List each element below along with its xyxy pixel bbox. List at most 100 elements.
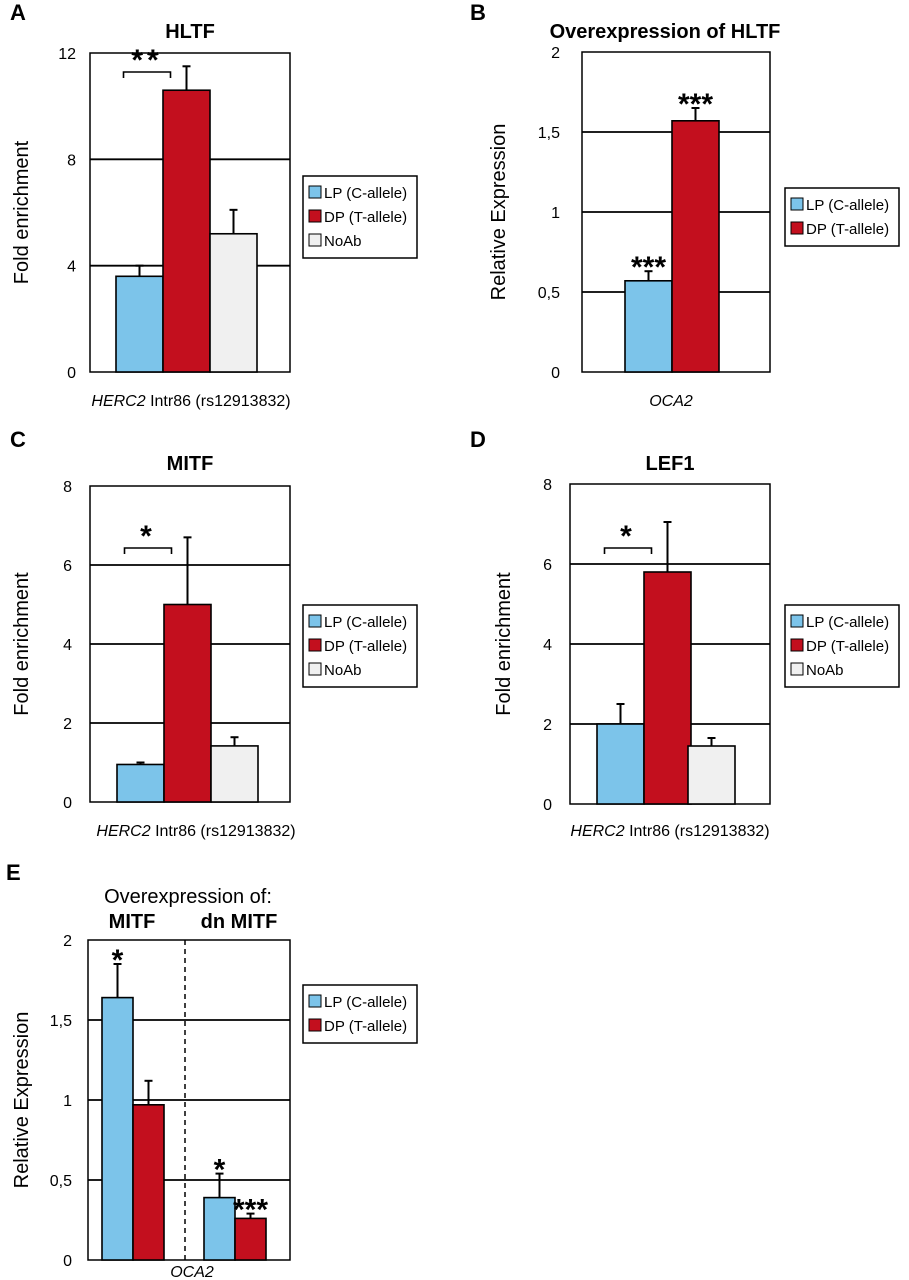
legend-swatch-noab [790,662,804,676]
legend-swatch-dp [308,209,322,223]
bar-dp [234,1217,267,1261]
legend-label: LP (C-allele) [324,185,407,202]
x-axis-label-gene: HERC2 [96,823,150,840]
panel-letter: B [470,0,486,25]
bar-lp [596,723,645,805]
y-axis-label: Relative Expression [488,124,510,301]
y-tick-label: 0 [63,795,72,812]
chart-title: HLTF [165,21,215,43]
bar-dp [643,571,692,805]
bar-dp [163,603,212,803]
legend-swatch-lp [790,614,804,628]
significance-star: * [214,1154,226,1187]
y-tick-label: 6 [543,557,552,574]
y-tick-label: 4 [67,259,76,276]
significance-star: * [140,520,156,553]
significance-star: *** [631,251,666,284]
legend-swatch-noab [308,233,322,247]
y-tick-label: 8 [67,152,76,169]
legend-swatch-dp [308,1018,322,1032]
legend: LP (C-allele) DP (T-allele) NoAb [784,604,900,688]
significance-bracket [122,71,172,78]
bar-dp [132,1104,165,1261]
significance-bracket [603,547,653,554]
bar-lp [116,763,165,803]
legend-swatch-lp [308,185,322,199]
y-tick-label: 1,5 [50,1013,72,1030]
panel-letter: C [10,427,26,452]
chart-title: MITF [167,453,214,475]
legend-swatch-lp [308,994,322,1008]
y-tick-label: 8 [543,477,552,494]
y-tick-label: 0 [63,1253,72,1270]
legend-swatch-lp [790,197,804,211]
legend-box [784,187,900,247]
x-axis-label: OCA2 [170,1264,214,1280]
bar-lp [101,996,134,1261]
legend-label: DP (T-allele) [806,638,889,655]
bar-noab [210,745,259,803]
legend-label: LP (C-allele) [324,994,407,1011]
legend-label: DP (T-allele) [324,638,407,655]
y-tick-label: 4 [63,637,72,654]
legend-box [302,604,418,688]
panel-a: A HLTF 0 4 8 12 Fold enrichment HERC2 Intr86 (r… [10,0,418,410]
legend: LP (C-allele) DP (T-allele) [784,187,900,247]
legend-swatch-dp [790,221,804,235]
x-axis-label: OCA2 [649,393,693,410]
legend-swatch-noab [308,662,322,676]
significance-star: ** [131,44,162,77]
legend: LP (C-allele) DP (T-allele) NoAb [302,604,418,688]
significance-star: *** [678,88,713,121]
y-tick-label: 1 [551,205,560,222]
legend-swatch-dp [308,638,322,652]
y-tick-label: 2 [63,716,72,733]
legend-label: LP (C-allele) [806,614,889,631]
legend-label: DP (T-allele) [324,209,407,226]
y-axis-label: Relative Expression [11,1012,33,1189]
y-tick-label: 4 [543,637,552,654]
bar-lp [115,275,164,373]
bar-dp [162,89,211,373]
bar-dp [671,120,720,373]
legend-label: DP (T-allele) [324,1018,407,1035]
y-tick-label: 0 [551,365,560,382]
y-axis-label: Fold enrichment [11,572,33,716]
x-axis-label-gene: HERC2 [91,393,145,410]
bar-lp [203,1196,236,1261]
chart-title: LEF1 [646,453,695,475]
legend-swatch-lp [308,614,322,628]
y-tick-label: 2 [543,717,552,734]
chart-subtitle: Overexpression of: [104,886,272,908]
x-axis-label-rest: Intr86 (rs12913832) [146,393,291,410]
y-tick-label: 6 [63,558,72,575]
y-axis-label: Fold enrichment [493,572,515,716]
x-axis-label: HERC2 Intr86 (rs12913832) [570,823,769,840]
y-tick-label: 2 [63,933,72,950]
panel-b: B Overexpression of HLTF 0 0,5 1 1,5 2 Relative… [470,0,900,410]
x-axis-label-rest: Intr86 (rs12913832) [625,823,770,840]
bar-noab [687,745,736,805]
chart-title: Overexpression of HLTF [550,21,781,43]
bar-lp [624,279,673,373]
panel-letter: E [6,860,21,885]
significance-star: * [112,944,124,977]
x-axis-label-gene: HERC2 [570,823,624,840]
x-axis-label: HERC2 Intr86 (rs12913832) [91,393,290,410]
x-axis-label-gene: OCA2 [649,393,693,410]
y-tick-label: 0 [67,365,76,382]
legend-label: LP (C-allele) [324,614,407,631]
bar-noab [209,232,258,373]
y-tick-label: 0,5 [538,285,560,302]
y-axis-label: Fold enrichment [11,140,33,284]
panel-letter: A [10,0,26,25]
x-axis-label-rest: Intr86 (rs12913832) [151,823,296,840]
y-tick-label: 0,5 [50,1173,72,1190]
significance-star: * [620,520,636,553]
x-axis-label: HERC2 Intr86 (rs12913832) [96,823,295,840]
group-label: MITF [109,911,156,933]
panel-letter: D [470,427,486,452]
legend-label: DP (T-allele) [806,221,889,238]
